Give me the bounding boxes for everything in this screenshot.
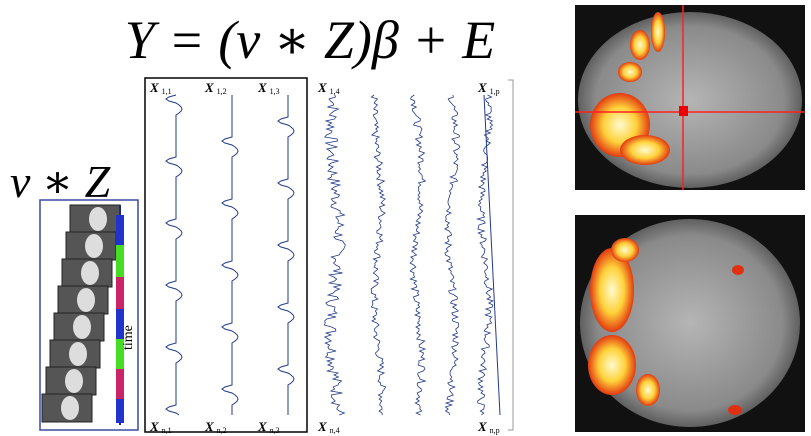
face (61, 396, 79, 420)
face (65, 369, 83, 393)
face (89, 207, 107, 231)
figure: Y = (v ∗ Z)β + E v ∗ Z time X1,1X1,2X1,3… (0, 0, 811, 436)
regressor (278, 95, 294, 415)
regressor (222, 95, 238, 415)
regressor (410, 95, 425, 415)
brain-axial (575, 215, 805, 432)
regressor (484, 95, 500, 415)
matrix-bracket (508, 80, 513, 430)
regressor (371, 95, 386, 415)
regressor (445, 95, 460, 415)
regressor (324, 95, 345, 415)
stimulus-panel: time (40, 200, 138, 430)
face (85, 234, 103, 258)
equation: Y = (v ∗ Z)β + E (125, 10, 495, 70)
matrix-box (145, 78, 307, 432)
time-label: time (121, 325, 136, 350)
face (69, 342, 87, 366)
regressor (477, 95, 492, 415)
face (73, 315, 91, 339)
face (81, 261, 99, 285)
face (77, 288, 95, 312)
regressor (166, 95, 182, 415)
brain-sagittal (575, 5, 805, 190)
